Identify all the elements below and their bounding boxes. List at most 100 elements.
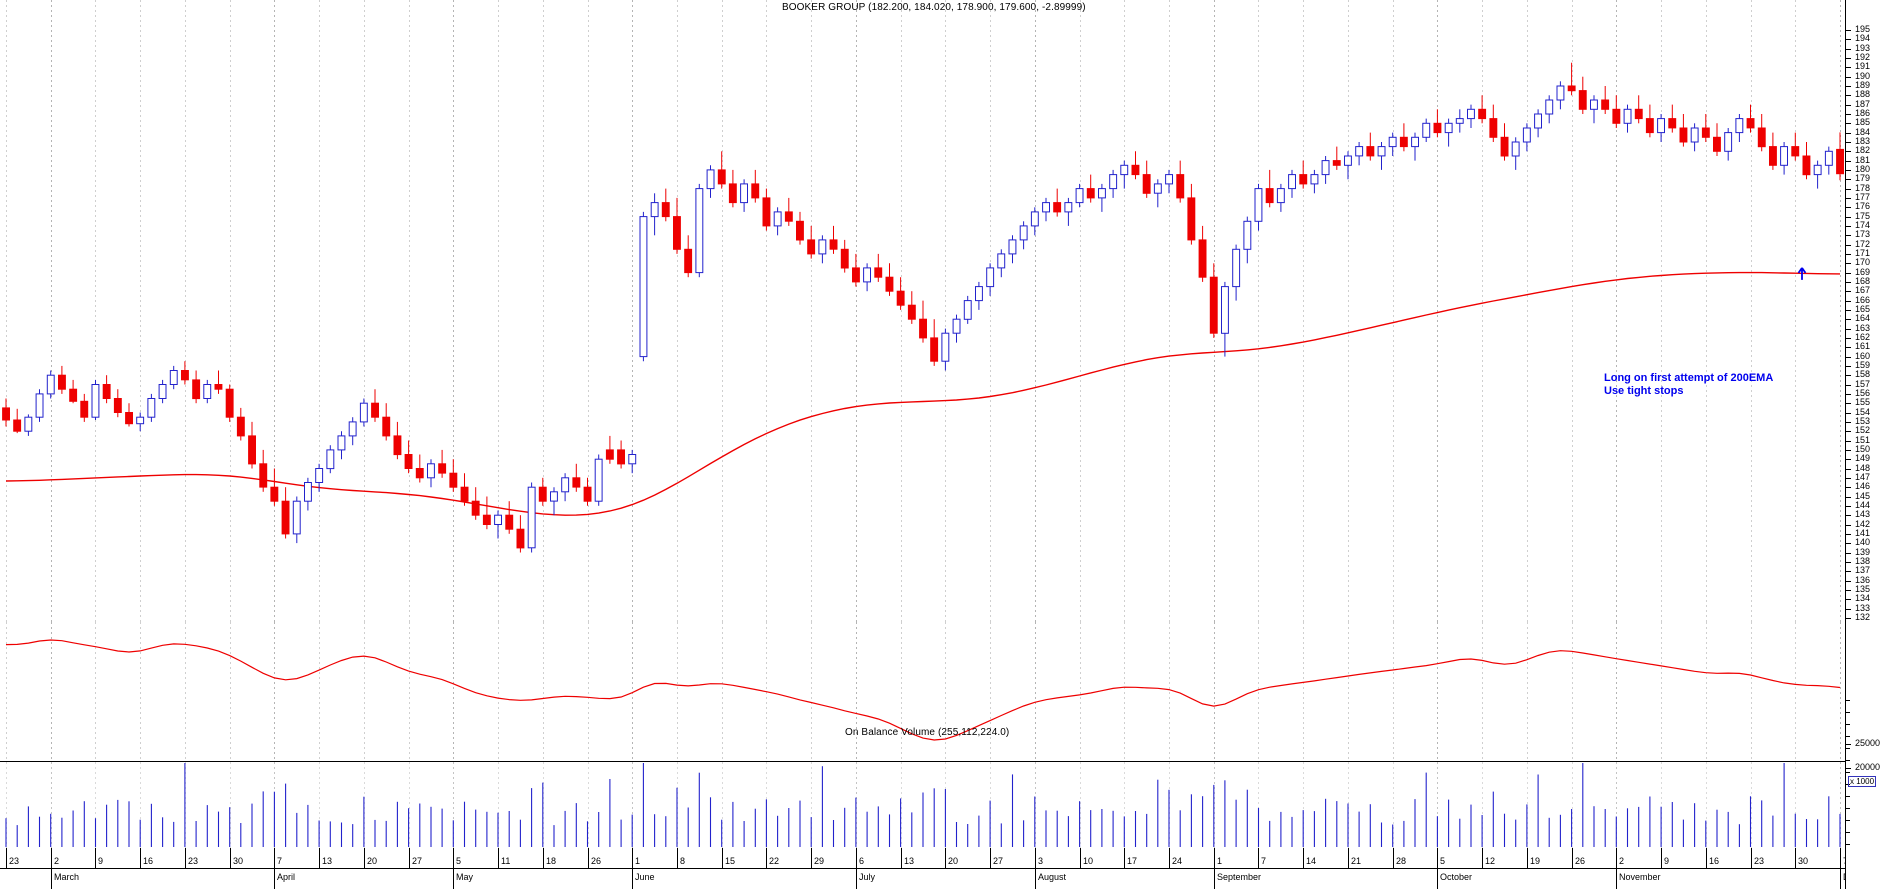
volume-axis-minor-tick	[1846, 808, 1850, 809]
price-axis-tick	[1846, 608, 1851, 610]
candle-body	[1153, 183, 1162, 194]
date-axis-day-label: 12	[1485, 856, 1496, 866]
price-axis-label: 163	[1855, 322, 1871, 333]
volume-axis-minor-tick	[1846, 772, 1850, 773]
price-axis-label: 135	[1855, 583, 1871, 594]
candle-body	[907, 304, 916, 320]
date-axis-day-label: 13	[904, 856, 915, 866]
candle-body	[717, 169, 726, 185]
date-axis-month-label: September	[1217, 872, 1262, 882]
candle-body	[348, 421, 357, 437]
date-axis[interactable]: 23 2 March 9 16 23 30 7 April 13 20 27 5 May 11 18 26 1 Ju…	[0, 848, 1883, 889]
candle-body	[1578, 90, 1587, 110]
price-axis-tick	[1846, 431, 1851, 433]
date-axis-line	[0, 868, 1845, 869]
date-axis-day-label: 16	[143, 856, 154, 866]
price-axis-label: 147	[1855, 471, 1871, 482]
date-axis-day-label: 9	[98, 856, 104, 866]
obv-chart-title: On Balance Volume (255,112,224.0)	[845, 727, 1010, 738]
candle-body	[1645, 118, 1654, 134]
price-axis-label: 191	[1855, 61, 1871, 72]
obv-pane[interactable]	[0, 622, 1845, 762]
date-axis-month-label: May	[456, 872, 474, 882]
price-axis-tick	[1846, 515, 1851, 517]
candle-body	[69, 388, 78, 402]
date-axis-day-label: 2	[54, 856, 60, 866]
price-axis-tick	[1846, 188, 1851, 190]
date-axis-day-label: 3	[1038, 856, 1044, 866]
price-axis-label: 190	[1855, 70, 1871, 81]
volume-axis-minor-tick	[1846, 700, 1850, 701]
date-axis-day-label: 5	[456, 856, 462, 866]
candle-body	[963, 300, 972, 320]
price-axis-tick	[1846, 561, 1851, 563]
candle-body	[1366, 146, 1375, 157]
price-axis-label: 134	[1855, 593, 1871, 604]
candle-body	[1064, 202, 1073, 213]
date-axis-tick	[1661, 848, 1662, 868]
candle-body	[449, 472, 458, 488]
date-axis-day-label: 27	[993, 856, 1004, 866]
price-axis-tick	[1846, 67, 1851, 69]
candle-body	[404, 454, 413, 469]
price-axis-label: 170	[1855, 257, 1871, 268]
price-axis-tick	[1846, 169, 1851, 171]
price-pane[interactable]	[0, 0, 1845, 622]
date-axis-major-tick	[1616, 848, 1617, 889]
candle-body	[1836, 148, 1844, 175]
date-axis-day-label: 9	[1664, 856, 1670, 866]
price-axis-tick	[1846, 571, 1851, 573]
price-axis-label: 141	[1855, 527, 1871, 538]
candle-body	[248, 435, 257, 465]
price-axis-tick	[1846, 300, 1851, 302]
date-axis-day-label: 10	[1083, 856, 1094, 866]
candle-body	[1019, 225, 1028, 241]
date-axis-major-tick	[1437, 848, 1438, 889]
candle-body	[203, 384, 212, 399]
price-axis-tick	[1846, 589, 1851, 591]
price-axis-tick	[1846, 114, 1851, 115]
candle-body	[236, 416, 245, 437]
price-axis-label: 133	[1855, 602, 1871, 613]
candle-body	[1086, 188, 1095, 199]
date-axis-tick	[1482, 848, 1483, 868]
price-axis[interactable]: 195 194 193 192 191 190 189 188 187 186 185 184 183 1…	[1845, 0, 1883, 848]
price-axis-tick	[1846, 179, 1851, 181]
price-axis-label: 154	[1855, 406, 1871, 417]
date-axis-major-tick	[1035, 848, 1036, 889]
candle-body	[438, 463, 447, 474]
chart-plot-area[interactable]: BOOKER GROUP (182.200, 184.020, 178.900,…	[0, 0, 1845, 848]
volume-axis-label: 25000	[1855, 738, 1881, 748]
price-axis-label: 167	[1855, 285, 1871, 296]
volume-axis-minor-tick	[1846, 844, 1850, 845]
annotation-line-1: Long on first attempt of 200EMA	[1604, 372, 1774, 384]
volume-pane[interactable]	[0, 762, 1845, 848]
candle-body	[270, 486, 279, 502]
candle-body	[259, 463, 268, 488]
candle-body	[1355, 146, 1364, 157]
axis-corner	[1845, 848, 1883, 889]
candle-body	[2, 407, 10, 421]
candle-body	[1399, 136, 1408, 148]
price-axis-tick	[1846, 580, 1851, 582]
candle-body	[1634, 108, 1643, 120]
price-axis-label: 156	[1855, 387, 1871, 398]
price-axis-label: 182	[1855, 145, 1871, 156]
candle-body	[661, 202, 670, 218]
candle-body	[1802, 155, 1811, 176]
volume-axis-label: 20000	[1855, 762, 1881, 772]
price-axis-label: 152	[1855, 425, 1871, 436]
price-axis-tick	[1846, 86, 1851, 87]
date-axis-tick	[1124, 848, 1125, 868]
price-axis-tick	[1846, 356, 1851, 358]
candle-body	[1478, 108, 1487, 120]
candle-body	[125, 412, 133, 425]
price-axis-label: 195	[1855, 24, 1871, 34]
date-axis-tick	[945, 848, 946, 868]
candle-body	[919, 318, 927, 339]
date-axis-tick	[364, 848, 365, 868]
candle-body	[1679, 127, 1688, 143]
candle-body	[650, 202, 659, 218]
volume-axis-minor-tick	[1846, 832, 1850, 833]
candle-body	[896, 290, 905, 306]
